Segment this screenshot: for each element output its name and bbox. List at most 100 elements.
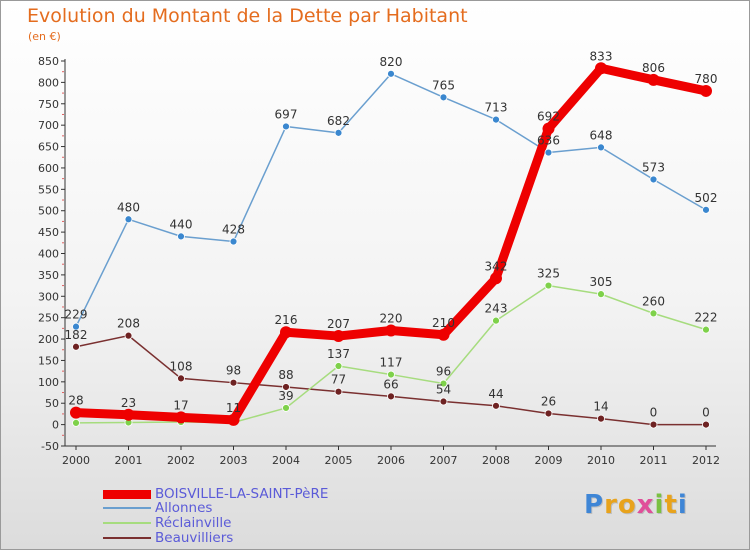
axes: -50 0 50 100 150 200 250 300 350 400 450 500 550 600 6… [38,55,720,467]
y-tick-label: 50 [45,397,59,410]
data-point [72,322,80,331]
data-label: 222 [695,311,718,325]
data-labels: 28 23 17 11 216 207 220 210 342 692 833 806 780 229 48… [65,49,718,419]
y-tick-label: 750 [38,98,59,111]
data-label: 14 [593,400,608,414]
y-tick-label: 550 [38,183,59,196]
data-label: 66 [383,377,398,391]
data-label: 96 [436,365,451,379]
data-label: 207 [327,317,350,331]
legend-label: Beauvilliers [155,530,234,546]
x-tick-label: 2004 [272,454,300,467]
data-label: 428 [222,223,245,237]
data-label: 243 [485,302,508,316]
data-label: 54 [436,383,451,397]
data-point [649,175,658,184]
data-point [387,392,395,401]
data-label: 440 [170,217,193,231]
data-label: 305 [590,275,613,289]
data-point [542,122,555,135]
data-point [597,290,605,299]
data-point [439,93,448,102]
logo-letter: r [604,490,618,520]
data-point [702,205,710,214]
x-tick-label: 2012 [692,454,720,467]
data-point [334,128,343,137]
data-label: 0 [702,406,710,420]
data-label: 28 [68,394,83,408]
y-tick-label: 500 [38,205,59,218]
data-label: 780 [695,72,718,86]
data-label: 573 [642,160,665,174]
chart-subtitle: (en €) [28,30,61,43]
data-label: 342 [485,259,508,273]
data-point [544,409,553,418]
data-label: 229 [65,308,88,322]
data-label: 88 [278,368,293,382]
x-tick-label: 2003 [220,454,248,467]
data-point [490,272,502,285]
y-tick-label: -50 [41,440,59,453]
legend-item-allonnes: Allonnes [103,500,213,516]
x-tick-label: 2011 [640,454,668,467]
data-point [702,420,710,429]
data-label: 39 [278,389,293,403]
logo-letter: x [636,490,655,520]
data-point [492,316,500,325]
data-point [492,115,500,124]
data-label: 0 [650,406,658,420]
legend-label: Réclainville [155,515,232,531]
data-point [72,342,80,351]
data-label: 216 [275,313,298,327]
data-label: 480 [117,200,140,214]
logo-letter: i [677,490,688,520]
data-point [544,148,553,157]
legend-item-beauvilliers: Beauvilliers [103,530,234,546]
data-label: 98 [226,364,241,378]
data-point [544,281,553,290]
y-tick-label: 0 [52,419,59,432]
data-point [439,397,448,406]
data-label: 17 [173,398,188,412]
data-label: 697 [275,107,298,121]
data-label: 23 [121,396,136,410]
logo-letter: o [617,490,637,520]
data-label: 636 [537,134,560,148]
data-point [282,122,290,131]
data-label: 648 [590,128,613,142]
data-label: 713 [485,101,508,115]
legend-swatch-reclainville [103,522,151,524]
logo-letter: i [654,490,665,520]
data-point [332,330,345,343]
y-tick-label: 400 [38,248,59,261]
data-point [439,379,448,388]
data-label: 77 [331,373,346,387]
data-point [229,237,238,246]
data-point [175,411,187,424]
data-point [649,420,658,429]
data-point [229,378,238,387]
y-tick-label: 600 [38,162,59,175]
y-tick-label: 100 [38,376,59,389]
y-tick-label: 300 [38,290,59,303]
data-label: 820 [380,55,403,69]
data-label: 502 [695,191,718,205]
data-label: 806 [642,61,665,75]
data-point [124,331,133,340]
logo-letter: t [664,490,678,520]
x-tick-label: 2009 [535,454,563,467]
data-label: 208 [117,317,140,331]
legend-swatch-allonnes [103,507,151,509]
data-point [387,69,395,78]
data-label: 765 [432,78,455,92]
data-label: 137 [327,347,350,361]
data-label: 108 [170,359,193,373]
legend-label: Allonnes [155,500,213,516]
data-point [124,215,133,224]
x-tick-label: 2002 [167,454,195,467]
data-point [387,370,395,379]
x-tick-label: 2008 [482,454,510,467]
data-point [647,73,660,86]
